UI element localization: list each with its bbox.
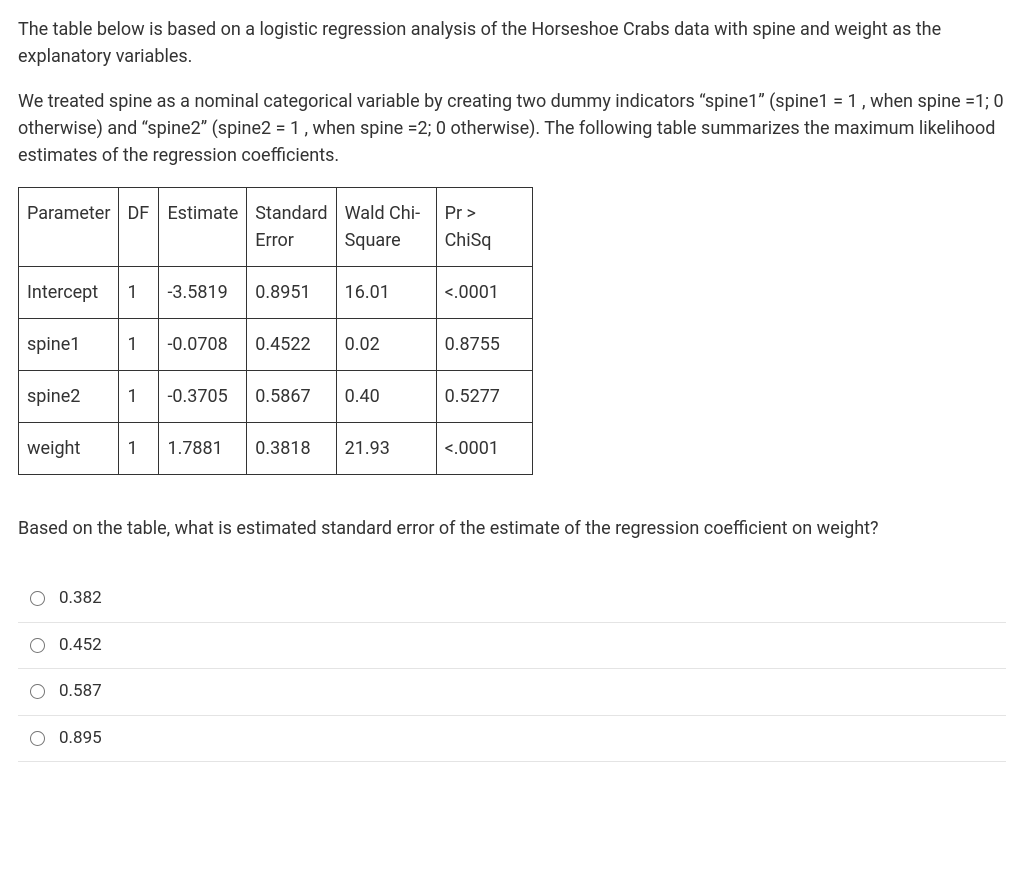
col-header-std-error: Standard Error xyxy=(247,188,336,267)
table-row: weight 1 1.7881 0.3818 21.93 <.0001 xyxy=(19,423,533,475)
cell-estimate: -0.3705 xyxy=(159,371,247,423)
option-radio[interactable] xyxy=(30,731,45,746)
table-header-row: Parameter DF Estimate Standard Error Wal… xyxy=(19,188,533,267)
cell-df: 1 xyxy=(119,267,159,319)
option-label: 0.452 xyxy=(59,633,102,659)
cell-parameter: weight xyxy=(19,423,119,475)
answer-options: 0.382 0.452 0.587 0.895 xyxy=(18,576,1006,762)
option-label: 0.382 xyxy=(59,586,102,612)
option-row[interactable]: 0.587 xyxy=(18,669,1006,716)
table-row: Intercept 1 -3.5819 0.8951 16.01 <.0001 xyxy=(19,267,533,319)
question-text: Based on the table, what is estimated st… xyxy=(18,515,1006,542)
option-radio[interactable] xyxy=(30,684,45,699)
col-header-pr-chisq: Pr > ChiSq xyxy=(436,188,532,267)
cell-parameter: spine2 xyxy=(19,371,119,423)
col-header-wald: Wald Chi-Square xyxy=(336,188,436,267)
cell-wald: 0.02 xyxy=(336,319,436,371)
cell-std-error: 0.4522 xyxy=(247,319,336,371)
cell-wald: 21.93 xyxy=(336,423,436,475)
cell-df: 1 xyxy=(119,319,159,371)
cell-wald: 16.01 xyxy=(336,267,436,319)
option-label: 0.587 xyxy=(59,679,102,705)
cell-parameter: Intercept xyxy=(19,267,119,319)
cell-df: 1 xyxy=(119,423,159,475)
option-row[interactable]: 0.452 xyxy=(18,623,1006,670)
cell-pr-chisq: <.0001 xyxy=(436,423,532,475)
cell-wald: 0.40 xyxy=(336,371,436,423)
option-row[interactable]: 0.382 xyxy=(18,576,1006,623)
cell-estimate: -0.0708 xyxy=(159,319,247,371)
col-header-estimate: Estimate xyxy=(159,188,247,267)
cell-pr-chisq: <.0001 xyxy=(436,267,532,319)
intro-paragraph-1: The table below is based on a logistic r… xyxy=(18,16,1006,70)
cell-estimate: -3.5819 xyxy=(159,267,247,319)
col-header-parameter: Parameter xyxy=(19,188,119,267)
col-header-df: DF xyxy=(119,188,159,267)
cell-pr-chisq: 0.5277 xyxy=(436,371,532,423)
option-row[interactable]: 0.895 xyxy=(18,716,1006,763)
cell-df: 1 xyxy=(119,371,159,423)
option-radio[interactable] xyxy=(30,591,45,606)
table-row: spine2 1 -0.3705 0.5867 0.40 0.5277 xyxy=(19,371,533,423)
regression-table: Parameter DF Estimate Standard Error Wal… xyxy=(18,187,533,475)
cell-estimate: 1.7881 xyxy=(159,423,247,475)
option-label: 0.895 xyxy=(59,726,102,752)
table-row: spine1 1 -0.0708 0.4522 0.02 0.8755 xyxy=(19,319,533,371)
intro-paragraph-2: We treated spine as a nominal categorica… xyxy=(18,88,1006,169)
cell-parameter: spine1 xyxy=(19,319,119,371)
option-radio[interactable] xyxy=(30,638,45,653)
cell-pr-chisq: 0.8755 xyxy=(436,319,532,371)
cell-std-error: 0.8951 xyxy=(247,267,336,319)
cell-std-error: 0.5867 xyxy=(247,371,336,423)
cell-std-error: 0.3818 xyxy=(247,423,336,475)
